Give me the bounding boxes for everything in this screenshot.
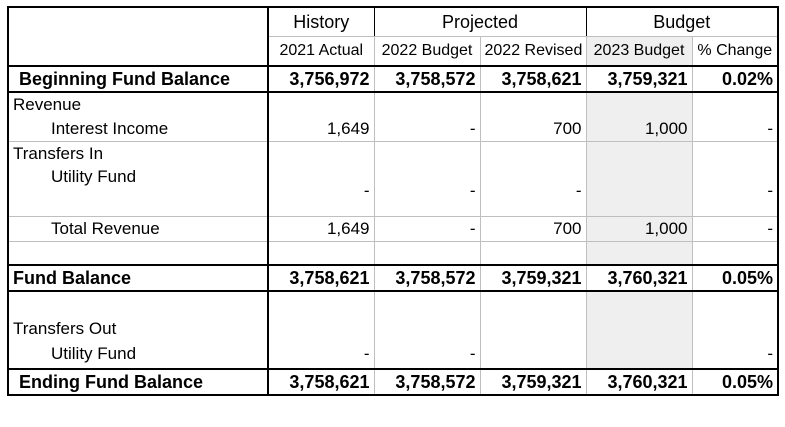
cell-value: 3,760,321: [586, 265, 693, 292]
row-label: Interest Income: [8, 117, 269, 142]
cell-value: -: [374, 166, 481, 217]
row-total-revenue: Total Revenue 1,649 - 700 1,000 -: [8, 216, 779, 242]
header-corner: [8, 7, 269, 37]
cell-value: -: [374, 340, 481, 370]
cell-value: 1,000: [586, 117, 693, 142]
header-budget: Budget: [586, 7, 779, 37]
cell-value: 3,759,321: [480, 369, 587, 395]
cell-value: -: [374, 117, 481, 142]
cell-value: -: [692, 340, 779, 370]
row-interest-income: Interest Income 1,649 - 700 1,000 -: [8, 117, 779, 142]
col-2022-budget: 2022 Budget: [374, 36, 481, 67]
row-beginning-fund-balance: Beginning Fund Balance 3,756,972 3,758,5…: [8, 66, 779, 93]
row-label: Transfers In: [8, 141, 269, 166]
row-label: Beginning Fund Balance: [8, 66, 269, 93]
cell-value: 3,759,321: [586, 66, 693, 93]
cell-value: 0.02%: [692, 66, 779, 93]
cell-value: 700: [480, 216, 587, 242]
col-pct-change: % Change: [692, 36, 779, 67]
row-transfers-out-heading: Transfers Out: [8, 291, 778, 340]
cell-value: 1,649: [268, 216, 375, 242]
header-group-row: History Projected Budget: [8, 7, 779, 37]
cell-value: -: [268, 340, 375, 370]
header-corner-2: [8, 36, 269, 67]
header-history: History: [268, 7, 375, 37]
header-column-row: 2021 Actual 2022 Budget 2022 Revised 202…: [8, 36, 779, 67]
row-transfers-in-heading: Transfers In: [8, 141, 778, 166]
cell-value: [586, 166, 693, 217]
cell-value: 3,760,321: [586, 369, 693, 395]
row-label: Fund Balance: [8, 265, 269, 292]
row-spacer: [8, 241, 779, 266]
cell-value: 3,758,621: [268, 369, 375, 395]
row-fund-balance: Fund Balance 3,758,621 3,758,572 3,759,3…: [8, 265, 779, 292]
cell-value: 3,758,572: [374, 265, 481, 292]
cell-value: -: [268, 166, 375, 217]
cell-value: 3,759,321: [480, 265, 587, 292]
row-utility-fund-out: Utility Fund - - -: [8, 340, 779, 370]
cell-value: 700: [480, 117, 587, 142]
cell-value: 3,758,621: [268, 265, 375, 292]
cell-value: 1,649: [268, 117, 375, 142]
fund-balance-sheet: History Projected Budget 2021 Actual 202…: [7, 6, 780, 422]
cell-value: -: [374, 216, 481, 242]
cell-value: 3,756,972: [268, 66, 375, 93]
cell-value: -: [480, 166, 587, 217]
cell-value: -: [692, 117, 779, 142]
header-projected: Projected: [374, 7, 587, 37]
cell-value: 0.05%: [692, 265, 779, 292]
row-label: Utility Fund: [8, 340, 269, 370]
cell-value: 0.05%: [721, 372, 774, 392]
row-revenue-heading: Revenue: [8, 92, 778, 117]
col-2021-actual: 2021 Actual: [268, 36, 375, 67]
row-label: Revenue: [8, 92, 269, 117]
cell-value: 3,758,572: [374, 369, 481, 395]
col-2023-budget: 2023 Budget: [586, 36, 693, 67]
row-label: Total Revenue: [8, 216, 269, 242]
cell-value: -: [692, 216, 779, 242]
row-label: Transfers Out: [8, 291, 269, 340]
row-utility-fund-in: Utility Fund - - - -: [8, 166, 779, 217]
cell-value: 3,758,572: [374, 66, 481, 93]
cell-value: [480, 340, 587, 370]
row-label: Utility Fund: [8, 166, 269, 217]
row-label: Ending Fund Balance: [8, 369, 269, 395]
cell-value: -: [692, 166, 779, 217]
col-2022-revised: 2022 Revised: [480, 36, 587, 67]
fund-table: History Projected Budget 2021 Actual 202…: [7, 6, 780, 396]
cell-value: 1,000: [586, 216, 693, 242]
cell-value: 3,758,621: [480, 66, 587, 93]
cell-value: [586, 340, 693, 370]
row-ending-fund-balance: Ending Fund Balance 3,758,621 3,758,572 …: [8, 369, 778, 395]
